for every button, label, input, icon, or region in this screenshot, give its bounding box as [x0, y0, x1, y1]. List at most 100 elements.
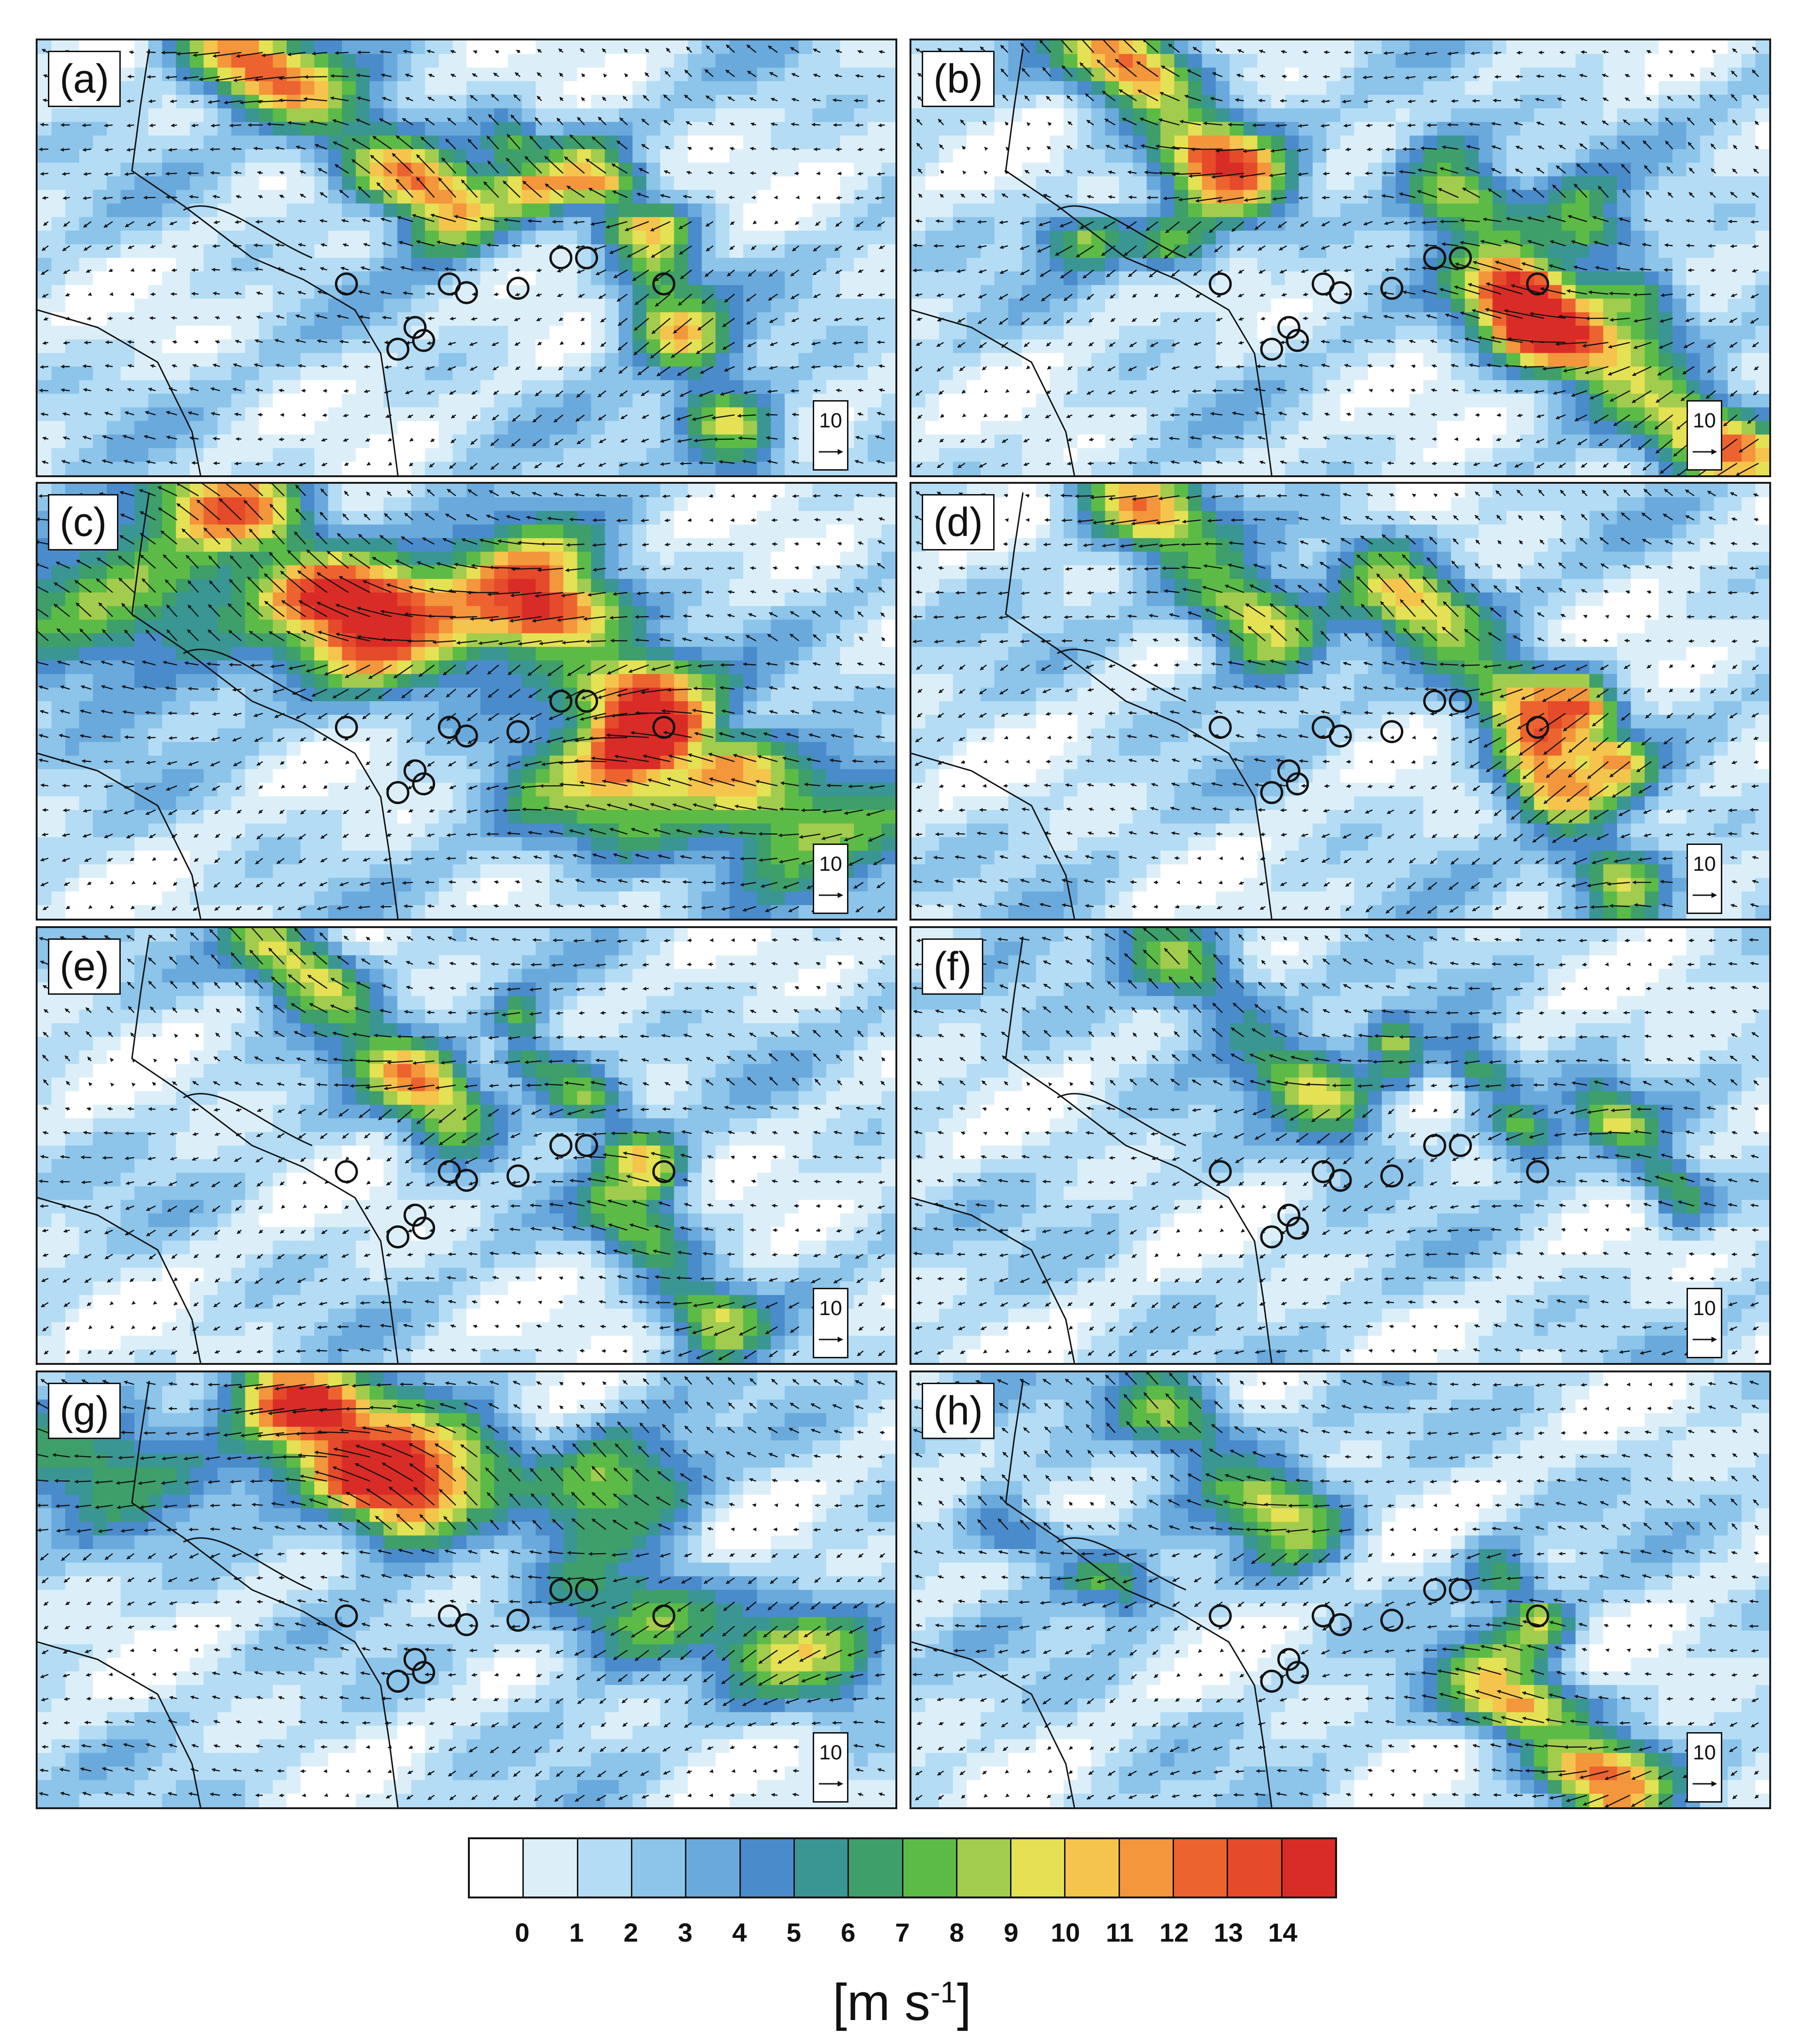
- colorbar-tick-label: 2: [623, 1917, 638, 1948]
- map-panel-e: (e) 10: [36, 926, 897, 1365]
- colorbar-tick-label: 8: [949, 1917, 964, 1948]
- colorbar-swatch: [1120, 1839, 1174, 1897]
- station-marker: [506, 720, 530, 743]
- panel-label: (c): [48, 494, 119, 550]
- panel-label: (h): [922, 1383, 995, 1439]
- colorbar-swatch: [1282, 1839, 1335, 1897]
- station-marker: [1260, 338, 1283, 361]
- wind-speed-shading: [911, 1372, 1769, 1807]
- station-marker: [575, 689, 599, 713]
- colorbar-swatch: [578, 1839, 632, 1897]
- station-marker: [1329, 1613, 1352, 1636]
- station-marker: [506, 1609, 530, 1632]
- station-marker: [506, 277, 530, 300]
- colorbar-swatch: [1228, 1839, 1283, 1897]
- station-marker: [1208, 272, 1232, 296]
- station-marker: [412, 1661, 435, 1684]
- coastline: [38, 752, 202, 919]
- station-marker: [1380, 1164, 1404, 1188]
- station-marker: [1277, 1648, 1300, 1671]
- station-marker: [1526, 1604, 1549, 1628]
- station-marker: [334, 716, 358, 739]
- station-marker: [1449, 689, 1472, 713]
- reference-arrow-icon: [819, 1337, 843, 1342]
- map-panel-f: (f) 10: [910, 926, 1771, 1365]
- panel-label: (f): [922, 938, 984, 995]
- station-marker: [549, 246, 573, 270]
- wind-speed-map: [911, 1372, 1769, 1807]
- reference-arrow-icon: [1693, 449, 1717, 455]
- coastline: [911, 752, 1075, 919]
- wind-vectors: [38, 484, 886, 913]
- coastline: [131, 492, 399, 919]
- coastline: [1057, 649, 1186, 702]
- station-marker: [455, 1169, 478, 1192]
- station-marker: [549, 1134, 573, 1157]
- colorbar-swatch: [903, 1839, 957, 1897]
- reference-vector-box: 10: [813, 844, 848, 914]
- station-marker: [1329, 1169, 1352, 1192]
- station-marker: [403, 1648, 427, 1671]
- colorbar-unit-label: [m s-1]: [832, 1973, 971, 2032]
- map-panel-g: (g) 10: [36, 1370, 897, 1809]
- coastline: [183, 205, 312, 259]
- station-marker: [1526, 716, 1549, 739]
- colorbar-tick-label: 10: [1051, 1917, 1080, 1948]
- colorbar-swatch: [686, 1839, 741, 1897]
- reference-arrow-icon: [819, 1781, 843, 1787]
- reference-vector-value: 10: [1688, 409, 1721, 433]
- wind-speed-map: [911, 928, 1769, 1363]
- wind-speed-map: [38, 484, 895, 919]
- station-marker: [1277, 759, 1300, 782]
- colorbar-tick-label: 13: [1214, 1917, 1243, 1948]
- panel-label: (g): [48, 1383, 121, 1439]
- station-marker: [1286, 772, 1309, 796]
- colorbar-tick-label: 9: [1004, 1917, 1019, 1948]
- colorbar-tick-label: 14: [1268, 1917, 1297, 1948]
- station-marker: [652, 272, 676, 296]
- panel-label: (d): [922, 494, 995, 550]
- unit-superscript: -1: [930, 1975, 957, 2009]
- station-marker: [403, 759, 427, 782]
- map-panel-b: (b) 10: [910, 39, 1771, 477]
- colorbar-swatch: [1065, 1839, 1120, 1897]
- station-marker: [1329, 281, 1352, 304]
- station-marker: [1277, 316, 1300, 339]
- reference-vector-box: 10: [1687, 400, 1722, 471]
- colorbar-tick-label: 11: [1106, 1917, 1134, 1948]
- colorbar-swatch: [849, 1839, 903, 1897]
- coastline: [183, 1093, 312, 1146]
- colorbar-swatch: [470, 1839, 524, 1897]
- reference-arrow-icon: [1693, 1781, 1717, 1787]
- coastline: [38, 1197, 202, 1363]
- station-marker: [1449, 1578, 1472, 1602]
- station-marker: [1286, 1216, 1309, 1240]
- station-marker: [1277, 1203, 1300, 1227]
- wind-vectors: [39, 928, 886, 1361]
- station-marker: [386, 781, 410, 804]
- wind-vectors: [912, 1372, 1759, 1807]
- wind-speed-shading: [38, 484, 895, 919]
- station-marker: [1423, 1134, 1446, 1157]
- station-marker: [386, 338, 410, 361]
- coastline: [183, 1537, 312, 1591]
- reference-vector-value: 10: [814, 409, 847, 433]
- station-marker: [1208, 1604, 1232, 1628]
- reference-vector-box: 10: [1687, 1288, 1722, 1358]
- station-marker: [1260, 1225, 1283, 1248]
- station-marker: [1208, 1160, 1232, 1184]
- station-marker: [1260, 781, 1283, 804]
- station-marker: [549, 689, 573, 713]
- station-marker: [412, 772, 435, 796]
- station-marker: [455, 724, 478, 748]
- colorbar-swatch: [632, 1839, 687, 1897]
- station-marker: [455, 1613, 478, 1636]
- wind-speed-shading: [38, 1372, 895, 1807]
- colorbar-tick-label: 5: [786, 1917, 801, 1948]
- coastline: [131, 937, 399, 1363]
- coastline: [38, 1641, 202, 1807]
- station-marker: [1329, 724, 1352, 748]
- station-marker: [1449, 246, 1472, 270]
- reference-vector-value: 10: [814, 1741, 847, 1765]
- station-marker: [412, 1216, 435, 1240]
